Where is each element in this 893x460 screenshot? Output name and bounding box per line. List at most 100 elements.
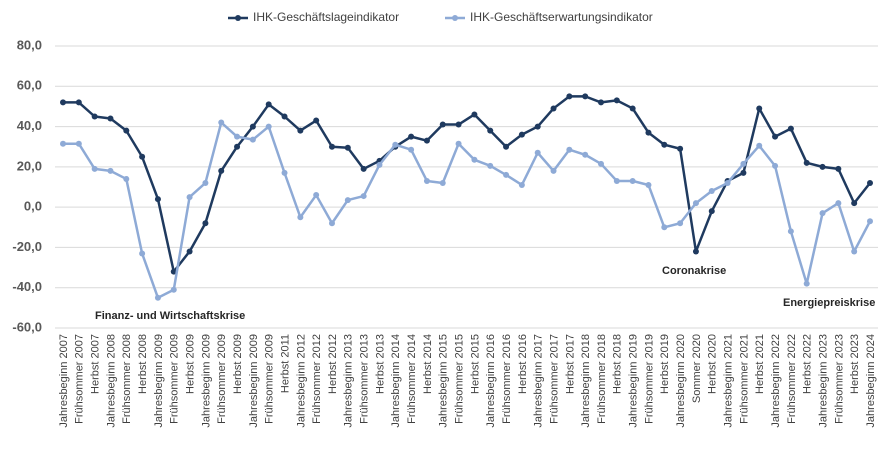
series-point [534,149,541,156]
y-tick-label: 60,0 [17,78,42,93]
series-point [503,143,510,150]
series-point [487,162,494,169]
series-point [408,146,415,153]
x-tick-label: Jahresbeginn 2020 [675,334,687,428]
series-point [645,181,652,188]
series-point [170,286,177,293]
series-point [265,123,272,130]
x-tick-label: Herbst 2023 [849,334,861,394]
series-point [360,165,367,172]
series-point [297,127,304,134]
series-point [249,123,256,130]
series-point [566,93,573,100]
series-point [234,143,241,150]
x-tick-label: Jahresbeginn 2009 [200,334,212,428]
x-tick-label: Frühsommer 2015 [453,334,465,424]
x-tick-label: Herbst 2008 [137,334,149,394]
series-point [582,93,589,100]
series-point [455,121,462,128]
series-point [91,165,98,172]
series-point [313,192,320,199]
series-point [107,167,114,174]
series-point [487,127,494,134]
annotation: Finanz- und Wirtschaftskrise [95,310,245,322]
series-point [534,123,541,130]
x-tick-label: Herbst 2018 [612,334,624,394]
series-point [218,167,225,174]
series-point [661,224,668,231]
x-tick-label: Jahresbeginn 2009 [153,334,165,428]
series-point [740,160,747,167]
series-point [281,113,288,120]
series-point [598,99,604,106]
series-point [281,169,288,176]
series-point [645,129,652,136]
x-tick-label: Herbst 2017 [564,334,576,394]
x-tick-label: Frühsommer 2022 [786,334,798,424]
series-point [423,137,430,144]
series-point [439,179,446,186]
series-point [708,208,715,215]
series-point [455,140,462,147]
series-point [439,121,446,128]
x-tick-label: Herbst 2015 [469,334,481,394]
x-tick-label: Jahresbeginn 2024 [865,334,877,428]
series-point [471,111,478,118]
annotation: Energiepreiskrise [783,297,875,309]
x-tick-label: Frühsommer 2012 [311,334,323,424]
series-point [344,144,351,151]
x-tick-label: Jahresbeginn 2019 [628,334,640,428]
x-tick-label: Frühsommer 2007 [74,334,86,424]
annotation: Coronakrise [662,265,726,277]
legend-marker [452,15,458,21]
series-point [91,113,98,120]
series-point [677,145,684,152]
series-point [297,214,304,221]
x-tick-label: Jahresbeginn 2008 [105,334,117,428]
x-tick-label: Sommer 2020 [691,334,703,403]
series-point [835,165,842,172]
series-point [851,200,858,207]
x-tick-label: Herbst 2009 [232,334,244,394]
y-tick-label: 20,0 [17,158,42,173]
series-point [360,193,367,200]
y-tick-label: -40,0 [12,279,42,294]
series-point [202,179,209,186]
x-tick-label: Herbst 2009 [184,334,196,394]
series-point [186,248,193,255]
series-point [329,220,335,227]
x-tick-label: Herbst 2021 [754,334,766,394]
series-point [677,220,684,227]
series-point [170,268,177,275]
x-tick-label: Jahresbeginn 2015 [438,334,450,428]
x-tick-label: Frühsommer 2018 [596,334,608,424]
series-point [772,162,779,169]
series-point [313,117,320,124]
x-tick-label: Frühsommer 2019 [643,334,655,424]
series-point [629,177,636,184]
series-point [249,136,256,143]
series-point [123,127,130,134]
x-tick-label: Frühsommer 2021 [738,334,750,424]
series-point [186,194,193,201]
series-point [75,140,82,147]
series-point [518,131,525,138]
series-point [107,115,114,122]
series-point [867,218,873,225]
series-point [692,248,699,255]
x-tick-label: Frühsommer 2016 [501,334,513,424]
series-point [803,280,810,287]
series-point [154,294,161,301]
series-point [60,99,66,106]
x-tick-label: Jahresbeginn 2016 [485,334,497,428]
series-point [344,197,351,204]
series-point [851,248,858,255]
series-point [661,141,668,148]
series-point [692,200,699,207]
x-tick-label: Herbst 2019 [659,334,671,394]
x-tick-label: Frühsommer 2009 [169,334,181,424]
series-point [123,175,130,182]
x-tick-label: Frühsommer 2014 [406,334,418,424]
series-point [329,143,335,150]
series-point [154,196,161,203]
